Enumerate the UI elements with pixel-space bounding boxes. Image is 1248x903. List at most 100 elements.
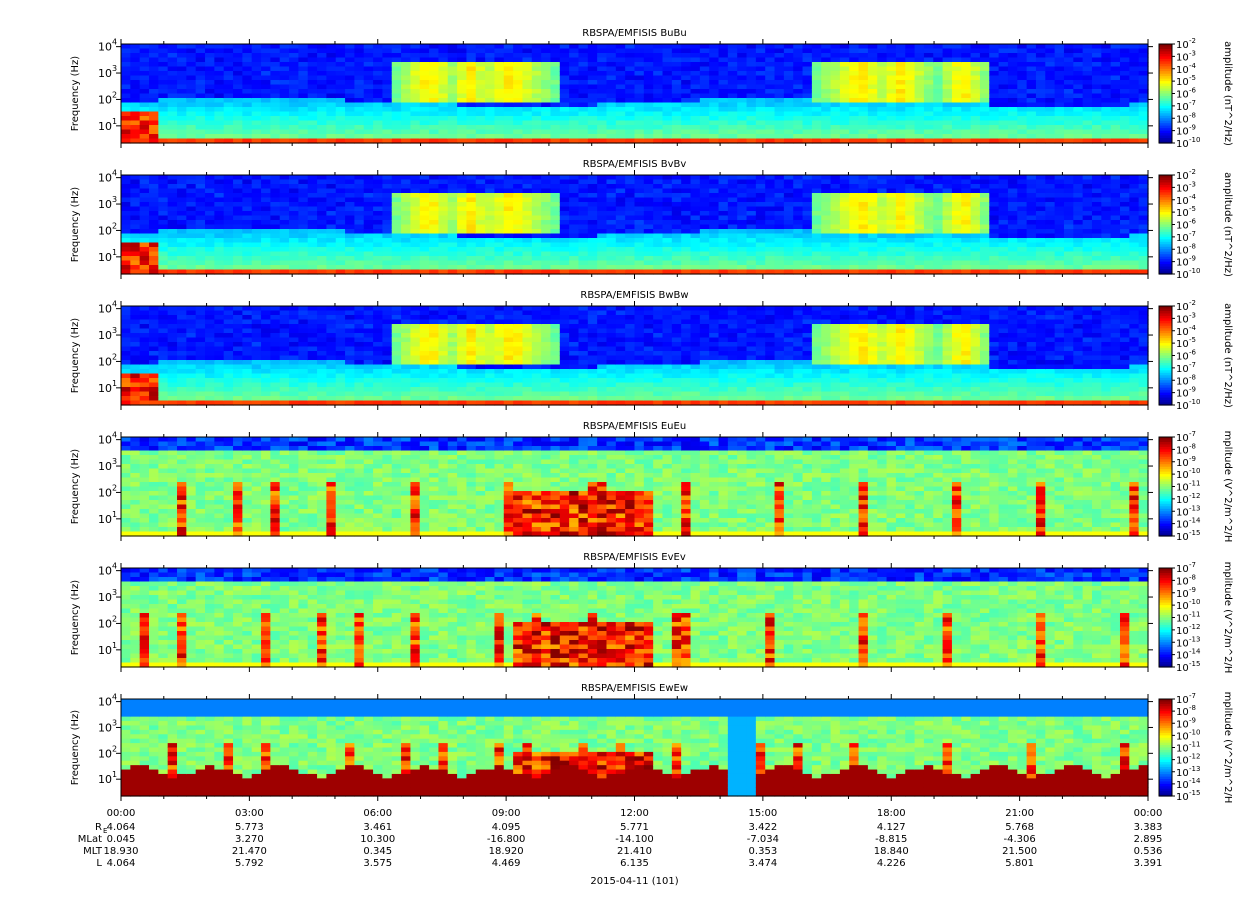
heatmap-cell <box>149 180 159 185</box>
heatmap-cell <box>681 103 691 108</box>
heatmap-cell <box>896 180 906 185</box>
heatmap-cell <box>1008 252 1018 257</box>
heatmap-cell <box>1017 58 1027 63</box>
heatmap-cell <box>354 44 364 49</box>
heatmap-cell <box>765 247 775 252</box>
heatmap-cell <box>1027 220 1037 225</box>
heatmap-cell <box>980 71 990 76</box>
heatmap-cell <box>214 184 224 189</box>
heatmap-cell <box>205 49 215 54</box>
heatmap-cell <box>1017 121 1027 126</box>
heatmap-cell <box>494 49 504 54</box>
heatmap-cell <box>541 71 551 76</box>
heatmap-cell <box>541 58 551 63</box>
heatmap-cell <box>308 89 318 94</box>
heatmap-cell <box>233 49 243 54</box>
heatmap-cell <box>1027 125 1037 130</box>
heatmap-cell <box>588 247 598 252</box>
heatmap-cell <box>373 71 383 76</box>
heatmap-cell <box>317 125 327 130</box>
heatmap-cell <box>756 234 766 239</box>
heatmap-cell <box>1017 130 1027 135</box>
heatmap-cell <box>924 98 934 103</box>
heatmap-cell <box>560 44 570 49</box>
heatmap-cell <box>1045 44 1055 49</box>
heatmap-cell <box>747 211 757 216</box>
heatmap-cell <box>569 193 579 198</box>
heatmap-cell <box>784 175 794 180</box>
heatmap-cell <box>168 94 178 99</box>
heatmap-cell <box>345 193 355 198</box>
heatmap-cell <box>345 44 355 49</box>
heatmap-cell <box>849 67 859 72</box>
heatmap-cell <box>1017 261 1027 266</box>
heatmap-cell <box>709 256 719 261</box>
heatmap-cell <box>354 220 364 225</box>
heatmap-cell <box>597 85 607 90</box>
heatmap-cell <box>588 261 598 266</box>
heatmap-cell <box>691 193 701 198</box>
heatmap-cell <box>840 175 850 180</box>
heatmap-cell <box>700 202 710 207</box>
heatmap-cell <box>476 49 486 54</box>
heatmap-cell <box>803 202 813 207</box>
heatmap-cell <box>354 184 364 189</box>
heatmap-cell <box>494 53 504 58</box>
heatmap-cell <box>429 49 439 54</box>
heatmap-cell <box>877 220 887 225</box>
heatmap-cell <box>877 107 887 112</box>
heatmap-cell <box>588 107 598 112</box>
heatmap-cell <box>270 62 280 67</box>
heatmap-cell <box>214 121 224 126</box>
heatmap-cell <box>233 247 243 252</box>
heatmap-cell <box>653 175 663 180</box>
heatmap-cell <box>756 116 766 121</box>
heatmap-cell <box>280 225 290 230</box>
heatmap-cell <box>635 243 645 248</box>
heatmap-cell <box>177 53 187 58</box>
heatmap-cell <box>961 225 971 230</box>
heatmap-cell <box>261 202 271 207</box>
heatmap-cell <box>270 80 280 85</box>
heatmap-cell <box>840 89 850 94</box>
heatmap-cell <box>205 85 215 90</box>
heatmap-cell <box>382 44 392 49</box>
heatmap-cell <box>532 130 542 135</box>
heatmap-cell <box>578 85 588 90</box>
heatmap-cell <box>737 76 747 81</box>
heatmap-cell <box>336 116 346 121</box>
heatmap-cell <box>261 247 271 252</box>
heatmap-cell <box>803 134 813 139</box>
heatmap-cell <box>653 71 663 76</box>
heatmap-cell <box>177 252 187 257</box>
heatmap-cell <box>915 175 925 180</box>
heatmap-cell <box>429 134 439 139</box>
heatmap-cell <box>971 85 981 90</box>
heatmap-cell <box>971 234 981 239</box>
heatmap-cell <box>700 198 710 203</box>
heatmap-cell <box>877 184 887 189</box>
heatmap-cell <box>298 58 308 63</box>
heatmap-cell <box>168 180 178 185</box>
heatmap-cell <box>1008 175 1018 180</box>
heatmap-cell <box>616 103 626 108</box>
heatmap-cell <box>924 121 934 126</box>
heatmap-cell <box>336 71 346 76</box>
heatmap-cell <box>1101 234 1111 239</box>
heatmap-cell <box>420 76 430 81</box>
heatmap-cell <box>1111 184 1121 189</box>
heatmap-cell <box>737 229 747 234</box>
heatmap-cell <box>616 220 626 225</box>
heatmap-cell <box>140 98 150 103</box>
heatmap-cell <box>438 44 448 49</box>
heatmap-cell <box>625 184 635 189</box>
heatmap-cell <box>1036 107 1046 112</box>
heatmap-cell <box>280 189 290 194</box>
heatmap-cell <box>401 175 411 180</box>
heatmap-cell <box>448 116 458 121</box>
heatmap-cell <box>345 220 355 225</box>
heatmap-cell <box>625 130 635 135</box>
heatmap-cell <box>840 261 850 266</box>
heatmap-cell <box>485 125 495 130</box>
heatmap-cell <box>186 80 196 85</box>
